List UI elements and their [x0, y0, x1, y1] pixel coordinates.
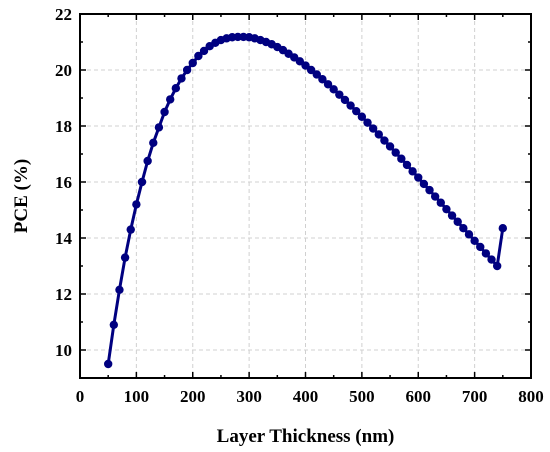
data-point [312, 70, 321, 79]
data-point [430, 192, 440, 201]
data-point [103, 359, 113, 369]
data-point [357, 112, 367, 121]
data-point [464, 230, 474, 239]
data-point [498, 224, 508, 233]
data-point [492, 261, 502, 271]
data-point [329, 85, 338, 94]
data-point [199, 46, 209, 56]
y-tick-label: 16 [55, 173, 72, 192]
data-point [318, 75, 327, 84]
data-point [436, 198, 445, 207]
series-group [103, 32, 508, 369]
data-point [419, 179, 429, 189]
data-point [109, 320, 119, 329]
x-tick-label: 200 [180, 387, 206, 406]
data-point [352, 106, 361, 116]
data-point [459, 224, 468, 233]
y-tick-label: 18 [55, 117, 72, 136]
data-point [391, 148, 400, 157]
data-point [154, 123, 164, 132]
data-point [447, 211, 457, 220]
data-point [442, 204, 451, 214]
data-point [137, 177, 147, 187]
data-point [363, 118, 372, 127]
data-point [306, 65, 316, 75]
data-point [374, 130, 383, 139]
data-point [408, 167, 417, 176]
y-tick-label: 20 [55, 61, 72, 80]
data-point [397, 154, 406, 163]
data-point [149, 138, 158, 147]
data-point [414, 173, 423, 182]
x-tick-label: 600 [406, 387, 432, 406]
y-tick-label: 14 [55, 229, 73, 248]
data-point [476, 242, 485, 252]
data-point [481, 249, 491, 258]
data-point [323, 80, 333, 89]
x-tick-label: 100 [124, 387, 150, 406]
data-point [182, 65, 192, 75]
data-point [346, 101, 355, 110]
data-point [166, 95, 175, 104]
data-point [470, 236, 479, 245]
y-tick-label: 12 [55, 285, 72, 304]
x-tick-label: 500 [349, 387, 375, 406]
data-point [301, 61, 310, 70]
data-point [487, 255, 496, 264]
data-point [160, 107, 169, 117]
data-point [194, 51, 203, 61]
data-point [340, 95, 350, 105]
y-tick-label: 10 [55, 341, 72, 360]
data-point [120, 253, 130, 262]
data-point [115, 285, 124, 294]
grid [80, 14, 531, 378]
x-tick-label: 400 [293, 387, 319, 406]
data-point [425, 185, 434, 195]
data-point [171, 84, 181, 93]
y-tick-label: 22 [55, 5, 72, 24]
data-point [335, 90, 344, 99]
data-point [368, 124, 378, 133]
data-point [132, 200, 141, 209]
data-point [177, 74, 186, 83]
data-point [126, 225, 135, 234]
y-axis-title: PCE (%) [11, 159, 32, 233]
data-point [143, 156, 152, 166]
x-axis-title: Layer Thickness (nm) [217, 426, 395, 447]
x-tick-label: 300 [236, 387, 262, 406]
data-point [188, 58, 197, 68]
data-point [380, 136, 389, 145]
data-point [385, 142, 395, 151]
data-point [453, 217, 462, 226]
x-tick-label: 800 [518, 387, 544, 406]
data-point [402, 160, 412, 170]
x-tick-label: 700 [462, 387, 488, 406]
ticks: 0 100 200 300 400 500 600 700 800 10 12 14 16 18 20 22 [55, 5, 544, 406]
x-tick-label: 0 [76, 387, 85, 406]
